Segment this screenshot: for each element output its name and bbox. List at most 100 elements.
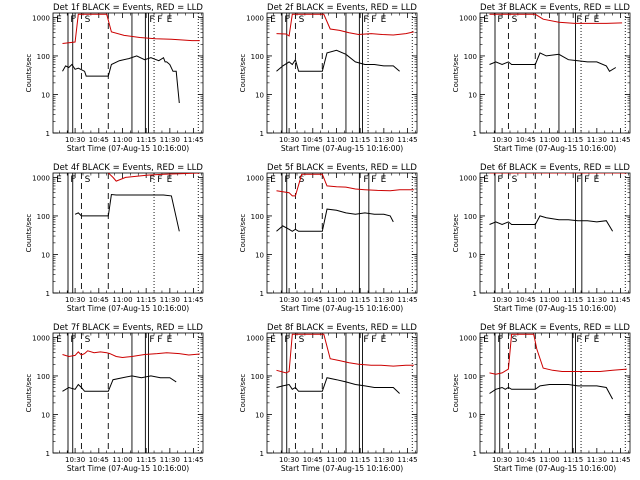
x-tick-label: 11:30 <box>587 296 607 304</box>
x-tick-label: 11:45 <box>610 456 630 464</box>
marker-label: F <box>70 15 75 25</box>
x-tick-label: 10:30 <box>492 296 512 304</box>
x-tick-label: 10:30 <box>65 136 85 144</box>
marker-lines <box>494 173 626 293</box>
x-tick-label: 10:45 <box>516 296 536 304</box>
data-series <box>489 333 627 400</box>
x-tick-label: 10:30 <box>65 456 85 464</box>
marker-lines <box>281 333 413 453</box>
y-tick-label: 1000 <box>246 334 264 342</box>
marker-label: E <box>167 15 173 25</box>
marker-label: F <box>497 175 502 185</box>
x-axis-label: Start Time (07-Aug-15 10:16:00) <box>281 464 403 473</box>
x-tick-label: 11:00 <box>112 136 132 144</box>
marker-label: F <box>371 175 376 185</box>
marker-label: E <box>483 15 489 25</box>
y-tick-label: 10 <box>41 411 50 419</box>
x-tick-label: 11:00 <box>326 136 346 144</box>
y-tick-label: 1 <box>260 290 264 298</box>
x-tick-label: 11:00 <box>326 296 346 304</box>
x-tick-label: 11:30 <box>374 456 394 464</box>
panel-title: Det 1f BLACK = Events, RED = LLD <box>53 3 203 13</box>
x-tick-label: 10:45 <box>89 136 109 144</box>
panel-3: Det 3f BLACK = Events, RED = LLD 1 10 100 10… <box>452 3 631 153</box>
x-tick-label: 11:15 <box>350 136 370 144</box>
y-tick-label: 1 <box>260 130 264 138</box>
y-tick-label: 100 <box>464 373 477 381</box>
events-series-line <box>489 384 614 400</box>
x-tick-label: 11:00 <box>539 136 559 144</box>
marker-label: F <box>584 335 589 345</box>
x-tick-label: 11:30 <box>587 456 607 464</box>
y-tick-label: 100 <box>251 373 264 381</box>
x-tick-label: 10:45 <box>89 296 109 304</box>
x-tick-label: 10:30 <box>492 456 512 464</box>
events-series-line <box>62 375 177 392</box>
marker-label: F <box>497 335 502 345</box>
data-series <box>74 173 200 232</box>
x-tick-label: 11:15 <box>136 136 156 144</box>
marker-label: F <box>363 175 368 185</box>
x-axis-label: Start Time (07-Aug-15 10:16:00) <box>281 144 403 153</box>
events-series-line <box>276 377 400 394</box>
y-tick-label: 1000 <box>32 174 50 182</box>
events-series-line <box>62 55 180 104</box>
marker-label: S <box>512 15 518 25</box>
marker-label: F <box>584 175 589 185</box>
marker-label: E <box>483 175 489 185</box>
marker-label: F <box>157 175 162 185</box>
marker-label: F <box>371 15 376 25</box>
lld-series-line <box>276 13 414 37</box>
marker-label: F <box>149 15 154 25</box>
data-series <box>276 333 414 394</box>
x-tick-label: 11:00 <box>112 456 132 464</box>
plot-frame <box>479 172 631 294</box>
marker-label: E <box>270 175 276 185</box>
plot-frame <box>479 12 631 134</box>
x-tick-label: 11:15 <box>350 296 370 304</box>
y-tick-label: 100 <box>37 373 50 381</box>
plot-frame <box>266 332 418 454</box>
y-tick-label: 10 <box>255 91 264 99</box>
panel-title: Det 9f BLACK = Events, RED = LLD <box>480 323 630 333</box>
x-axis-label: Start Time (07-Aug-15 10:16:00) <box>67 464 189 473</box>
marker-label: F <box>363 335 368 345</box>
marker-label: E <box>594 335 600 345</box>
x-tick-label: 11:15 <box>136 456 156 464</box>
marker-label: E <box>167 175 173 185</box>
x-tick-label: 10:30 <box>279 456 299 464</box>
x-tick-label: 11:45 <box>183 456 203 464</box>
marker-label: E <box>594 175 600 185</box>
x-axis-label: Start Time (07-Aug-15 10:16:00) <box>67 304 189 313</box>
panel-6: Det 6f BLACK = Events, RED = LLD 1 10 100 10… <box>452 163 631 313</box>
marker-label: F <box>149 335 154 345</box>
marker-label: F <box>70 175 75 185</box>
panel-1: Det 1f BLACK = Events, RED = LLD 1 10 100 10… <box>25 3 204 153</box>
y-tick-label: 100 <box>464 213 477 221</box>
marker-label: F <box>576 335 581 345</box>
y-tick-label: 10 <box>255 411 264 419</box>
y-axis-label: Counts/sec <box>25 374 33 413</box>
plot-frame <box>266 12 418 134</box>
data-series <box>489 13 623 72</box>
x-tick-label: 10:45 <box>303 296 323 304</box>
y-tick-label: 1 <box>260 450 264 458</box>
y-axis-label: Counts/sec <box>452 374 460 413</box>
marker-label: F <box>584 15 589 25</box>
marker-label: S <box>299 15 305 25</box>
y-tick-label: 10 <box>468 251 477 259</box>
plot-frame <box>52 332 204 454</box>
marker-label: F <box>70 335 75 345</box>
marker-label: S <box>85 15 91 25</box>
marker-lines <box>281 13 413 133</box>
x-tick-label: 11:00 <box>539 296 559 304</box>
panel-title: Det 2f BLACK = Events, RED = LLD <box>267 3 417 13</box>
y-axis-label: Counts/sec <box>239 214 247 253</box>
lld-series-line <box>276 173 414 197</box>
x-tick-label: 11:00 <box>112 296 132 304</box>
marker-label: E <box>483 335 489 345</box>
y-axis-label: Counts/sec <box>25 54 33 93</box>
marker-label: S <box>512 335 518 345</box>
lld-series-line <box>62 13 200 44</box>
